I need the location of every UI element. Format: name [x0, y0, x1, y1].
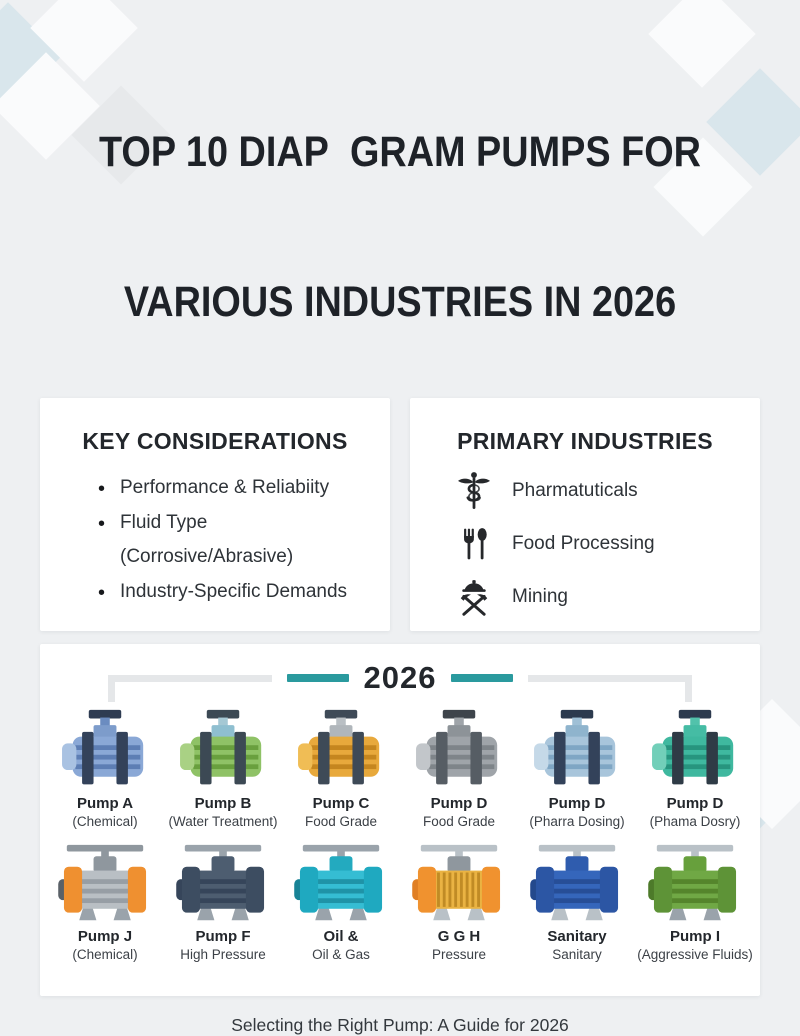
pump-icon — [164, 708, 282, 792]
pump-name: Pump B — [194, 795, 252, 813]
pump-card: Pump C Food Grade — [282, 708, 400, 829]
mining-icon — [452, 577, 496, 617]
pump-icon — [46, 841, 164, 925]
pump-grid: Pump A (Chemical) Pump B (Water Treatmen… — [40, 698, 760, 962]
pump-name: Pump C — [312, 795, 370, 813]
info-panels: KEY CONSIDERATIONS Performance & Reliabi… — [40, 398, 760, 632]
key-consideration-item: Industry-Specific Demands — [98, 575, 370, 611]
key-consideration-item: Performance & Reliabiity — [98, 471, 370, 507]
pump-card: Pump A (Chemical) — [46, 708, 164, 829]
pump-subtitle: Sanitary — [552, 947, 602, 963]
footer-caption: Selecting the Right Pump: A Guide for 20… — [231, 1015, 569, 1036]
pump-subtitle: Food Grade — [304, 814, 378, 830]
primary-industries-title: PRIMARY INDUSTRIES — [457, 428, 713, 455]
timeline-line — [528, 674, 685, 682]
industry-row-food: Food Processing — [452, 524, 744, 564]
caduceus-icon — [452, 471, 496, 511]
timeline-banner: 2026 — [108, 658, 692, 702]
pump-name: Pump A — [76, 795, 134, 813]
key-considerations-list: Performance & Reliabiity Fluid Type (Cor… — [40, 471, 390, 611]
pump-subtitle: (Chemical) — [72, 814, 138, 830]
page-title-line1: TOP 10 DIAP GRAM PUMPS FOR — [98, 127, 702, 176]
pump-subtitle: Oil & Gas — [312, 947, 370, 963]
pump-name: Pump D — [548, 795, 606, 813]
pump-icon — [400, 841, 518, 925]
pump-card: Pump D (Phama Dosry) — [636, 708, 754, 829]
industry-row-pharma: Pharmatuticals — [452, 471, 744, 511]
pump-name: Pump D — [666, 795, 724, 813]
timeline-accent-dash — [451, 674, 514, 683]
pump-icon — [282, 708, 400, 792]
pump-icon — [164, 841, 282, 925]
pump-card: Pump B (Water Treatment) — [164, 708, 282, 829]
pump-subtitle: (Chemical) — [72, 947, 138, 963]
timeline-accent-dash — [286, 674, 349, 683]
pump-name: Sanitary — [547, 928, 607, 946]
industry-row-mining: Mining — [452, 577, 744, 617]
pump-subtitle: (Aggressive Fluids) — [637, 947, 753, 963]
pump-icon — [518, 841, 636, 925]
industry-label: Pharmatuticals — [512, 480, 638, 502]
timeline-bracket-right — [685, 674, 692, 702]
industry-label: Food Processing — [512, 533, 655, 555]
pump-name: G G H — [437, 928, 481, 946]
pump-subtitle: High Pressure — [180, 947, 266, 963]
pump-card: Sanitary Sanitary — [518, 841, 636, 962]
pump-card: Pump D (Pharra Dosing) — [518, 708, 636, 829]
key-considerations-panel: KEY CONSIDERATIONS Performance & Reliabi… — [40, 398, 390, 632]
pump-subtitle: Food Grade — [422, 814, 496, 830]
pump-card: Pump I (Aggressive Fluids) — [636, 841, 754, 962]
pump-name: Pump D — [430, 795, 488, 813]
pump-icon — [400, 708, 518, 792]
pump-name: Oil & — [323, 928, 359, 946]
pump-icon — [282, 841, 400, 925]
primary-industries-panel: PRIMARY INDUSTRIES Pharmatuticals — [410, 398, 760, 632]
primary-industries-list: Pharmatuticals Food Processing — [410, 471, 760, 617]
pump-card: G G H Pressure — [400, 841, 518, 962]
industry-label: Mining — [512, 586, 568, 608]
pump-icon — [46, 708, 164, 792]
timeline-year: 2026 — [363, 660, 437, 696]
pump-card: Pump J (Chemical) — [46, 841, 164, 962]
pump-card: Oil & Oil & Gas — [282, 841, 400, 962]
pump-card: Pump F High Pressure — [164, 841, 282, 962]
pump-icon — [518, 708, 636, 792]
page-title-line2: VARIOUS INDUSTRIES IN 2026 — [123, 278, 677, 327]
page-title: TOP 10 DIAP GRAM PUMPS FOR VARIOUS INDUS… — [48, 26, 752, 378]
pump-subtitle: (Phama Dosry) — [649, 814, 741, 830]
pump-icon — [636, 841, 754, 925]
pump-card: Pump D Food Grade — [400, 708, 518, 829]
pump-subtitle: (Water Treatment) — [168, 814, 278, 830]
timeline-line — [115, 674, 272, 682]
pump-board: 2026 Pump A (Chemical) Pump B (Water Tre… — [40, 644, 760, 997]
pump-subtitle: Pressure — [431, 947, 487, 963]
key-consideration-item: Fluid Type (Corrosive/Abrasive) — [98, 506, 370, 575]
timeline-bracket-left — [108, 674, 115, 702]
pump-name: Pump I — [669, 928, 720, 946]
pump-subtitle: (Pharra Dosing) — [529, 814, 625, 830]
pump-icon — [636, 708, 754, 792]
key-considerations-title: KEY CONSIDERATIONS — [82, 428, 348, 455]
pump-name: Pump F — [195, 928, 251, 946]
fork-spoon-icon — [452, 524, 496, 564]
pump-name: Pump J — [77, 928, 133, 946]
